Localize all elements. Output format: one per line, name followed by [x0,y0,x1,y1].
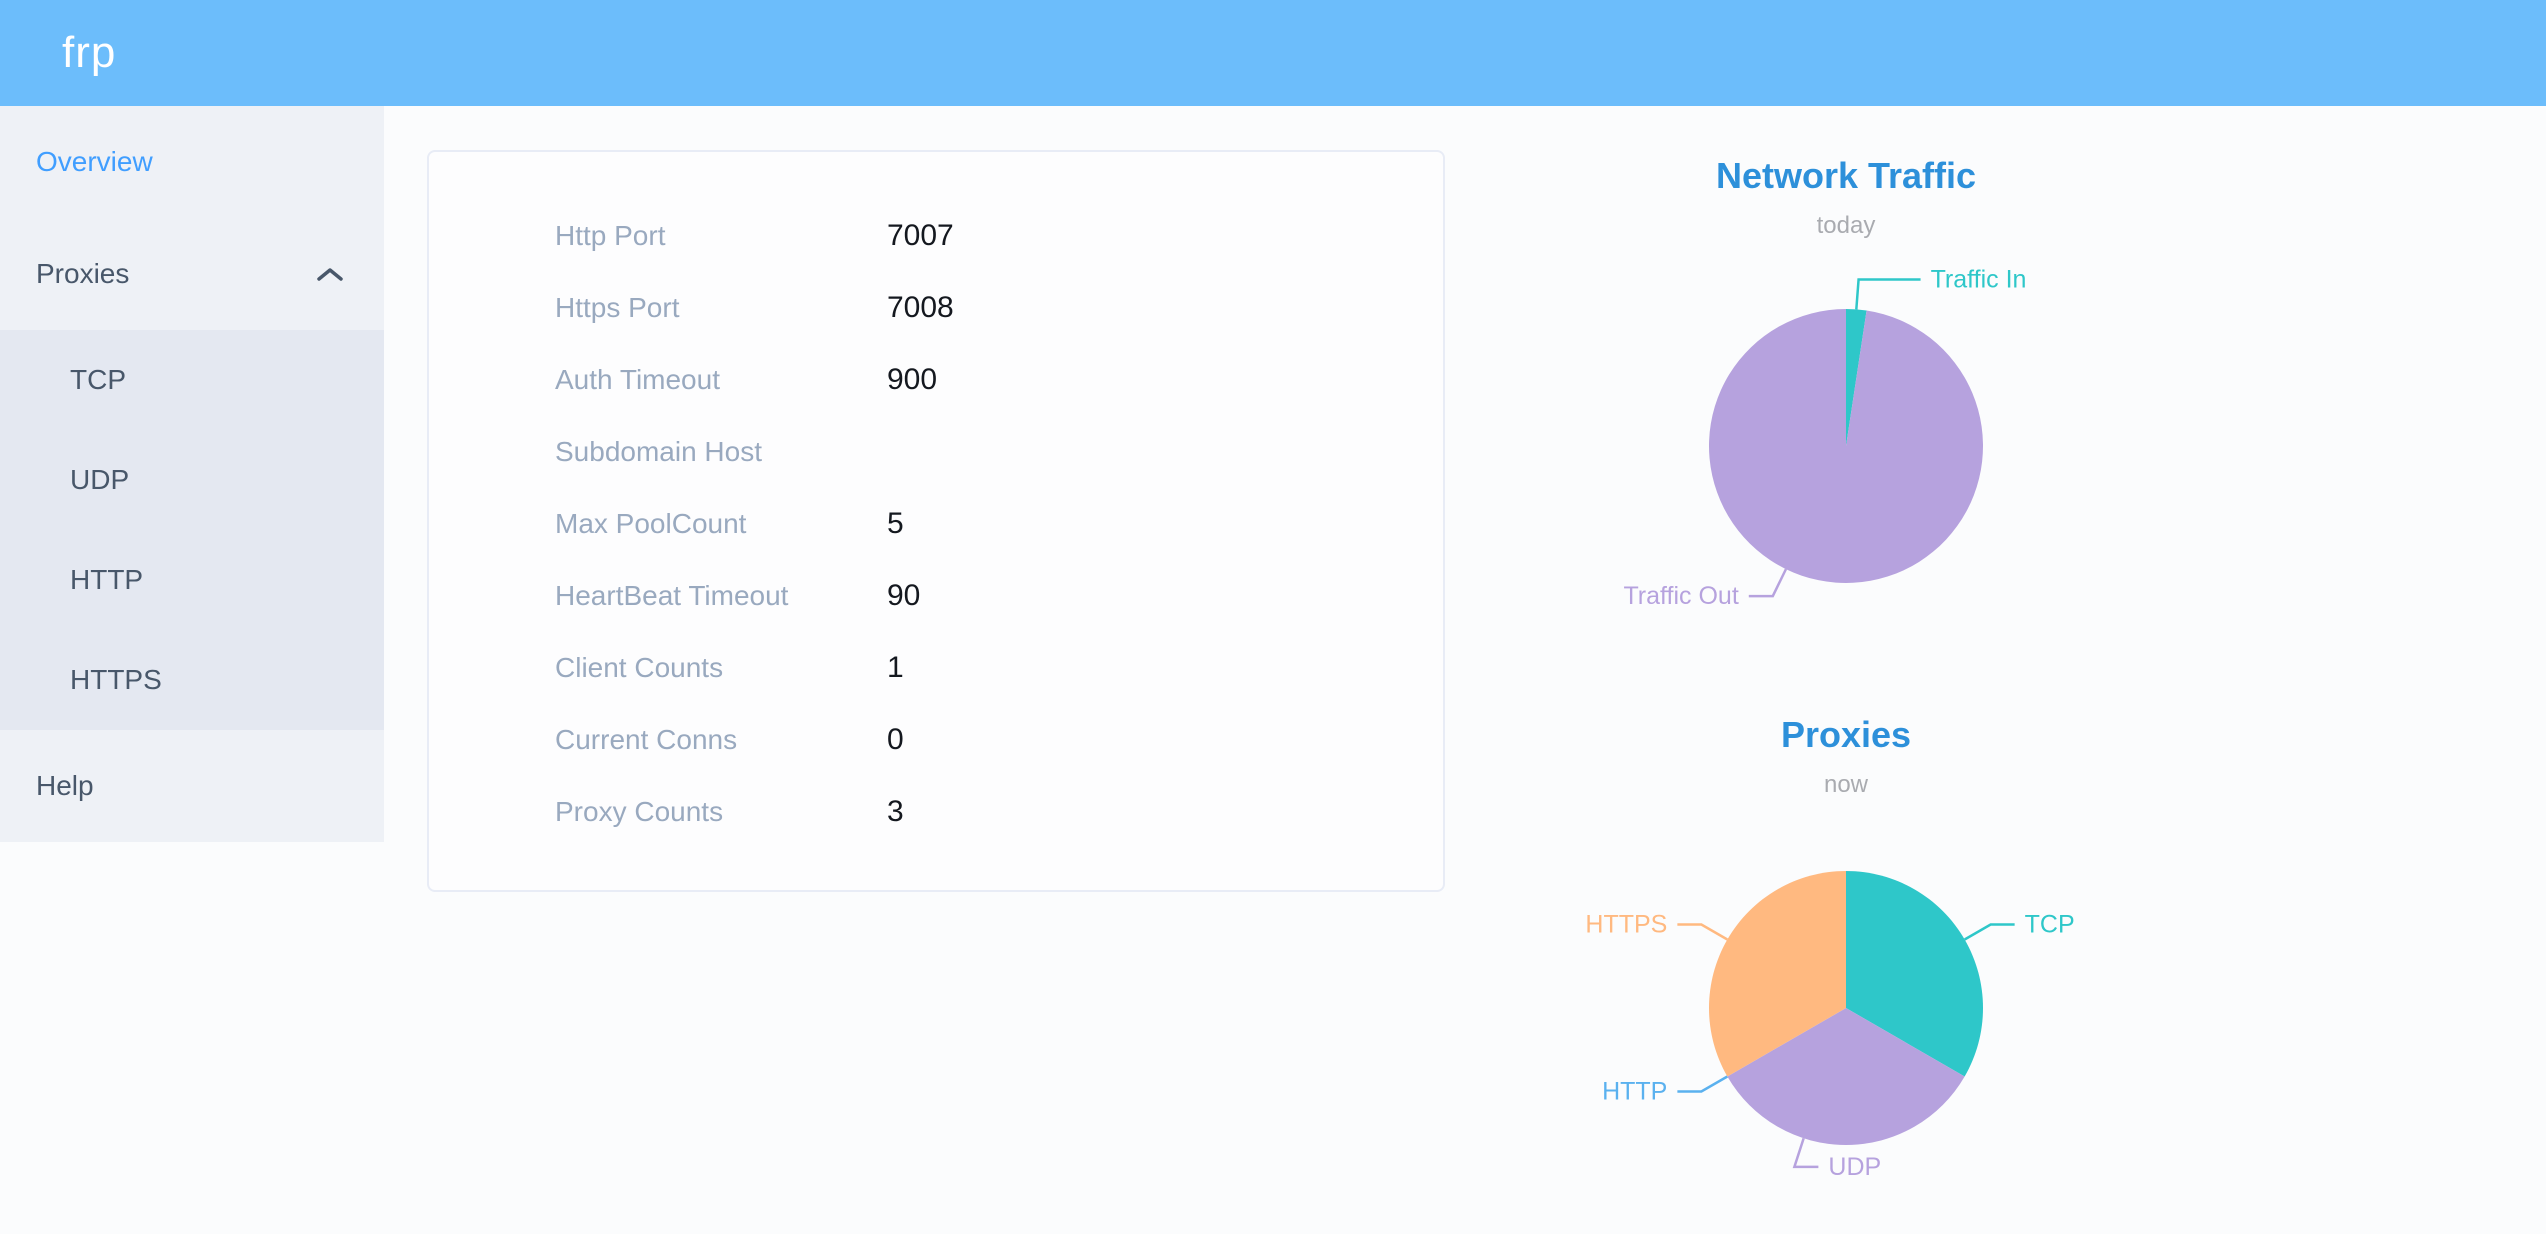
config-row: Max PoolCount 5 [429,488,1443,560]
proxies-submenu: TCP UDP HTTP HTTPS [0,330,384,730]
config-value: 90 [887,579,921,612]
sidebar-item-http[interactable]: HTTP [0,530,384,630]
pie-label-https: HTTPS [1585,911,1667,939]
config-label: Subdomain Host [555,436,763,467]
pie-slice-traffic-out[interactable] [1709,309,1983,583]
config-value: 1 [887,651,904,684]
pie-label-tcp: TCP [2025,911,2075,939]
config-label: HeartBeat Timeout [555,580,789,611]
config-row: HeartBeat Timeout 90 [429,560,1443,632]
proxies-chart-title: Proxies [1780,714,1912,755]
sidebar-item-tcp[interactable]: TCP [0,330,384,430]
config-value: 3 [887,795,904,828]
sidebar-item-label: HTTPS [70,664,162,695]
config-row: Https Port 7008 [429,272,1443,344]
config-value: 5 [887,507,904,540]
pie-slice-tcp[interactable] [1846,871,1983,1077]
sidebar-item-proxies[interactable]: Proxies [0,218,384,330]
pie-slice-traffic-in[interactable] [1846,309,1867,446]
config-row: Http Port 7007 [429,200,1443,272]
config-label: Proxy Counts [555,796,724,827]
sidebar-item-label: TCP [70,364,126,395]
config-value: 0 [887,723,904,756]
chevron-up-icon [316,266,344,282]
pie-label-traffic-out: Traffic Out [1623,582,1738,610]
pie-label-line [1677,923,1728,941]
pie-label-line [1855,278,1921,310]
sidebar-item-label: Help [36,770,94,801]
pie-label-udp: UDP [1828,1153,1881,1181]
sidebar-item-label: Overview [36,146,153,177]
config-label: Max PoolCount [555,508,747,539]
config-value: 7008 [887,291,954,324]
config-label: Http Port [555,220,666,251]
pie-label-line [1792,1137,1819,1169]
sidebar-item-https[interactable]: HTTPS [0,630,384,730]
config-row: Current Conns 0 [429,704,1443,776]
pie-slice-https[interactable] [1709,871,1846,1077]
app-logo: frp [62,28,117,77]
sidebar: Overview Proxies TCP UDP HTTP HTTPS Help [0,106,384,842]
config-label: Auth Timeout [555,364,720,395]
sidebar-item-help[interactable]: Help [0,730,384,842]
sidebar-item-label: HTTP [70,564,144,595]
sidebar-item-udp[interactable]: UDP [0,430,384,530]
network-traffic-pie-chart: Traffic In Traffic Out [1623,265,2027,610]
pie-slice-udp[interactable] [1727,1008,1965,1145]
sidebar-item-label: UDP [70,464,130,495]
sidebar-item-overview[interactable]: Overview [0,106,384,218]
config-label: Client Counts [555,652,724,683]
pie-label-http: HTTP [1602,1078,1667,1106]
config-value: 900 [887,363,938,396]
proxies-pie-chart: TCP UDP HTTP HTTPS [1585,871,2075,1181]
pie-label-line [1748,568,1788,598]
config-label: Https Port [555,292,680,323]
config-row: Client Counts 1 [429,632,1443,704]
app-header: frp [0,0,2546,106]
server-config-card: Http Port 7007 Https Port 7008 Auth Time… [427,150,1445,892]
proxies-chart-subtitle: now [1823,771,1869,798]
pie-label-traffic-in: Traffic In [1931,265,2027,293]
config-row: Subdomain Host [429,416,1443,488]
config-value: 7007 [887,219,954,252]
config-label: Current Conns [555,724,738,755]
config-row: Proxy Counts 3 [429,776,1443,848]
sidebar-item-label: Proxies [36,258,130,289]
network-traffic-chart-subtitle: today [1816,212,1876,239]
pie-label-line [1677,1075,1728,1093]
config-row: Auth Timeout 900 [429,344,1443,416]
pie-label-line [1964,923,2015,941]
network-traffic-chart-title: Network Traffic [1715,155,1977,196]
